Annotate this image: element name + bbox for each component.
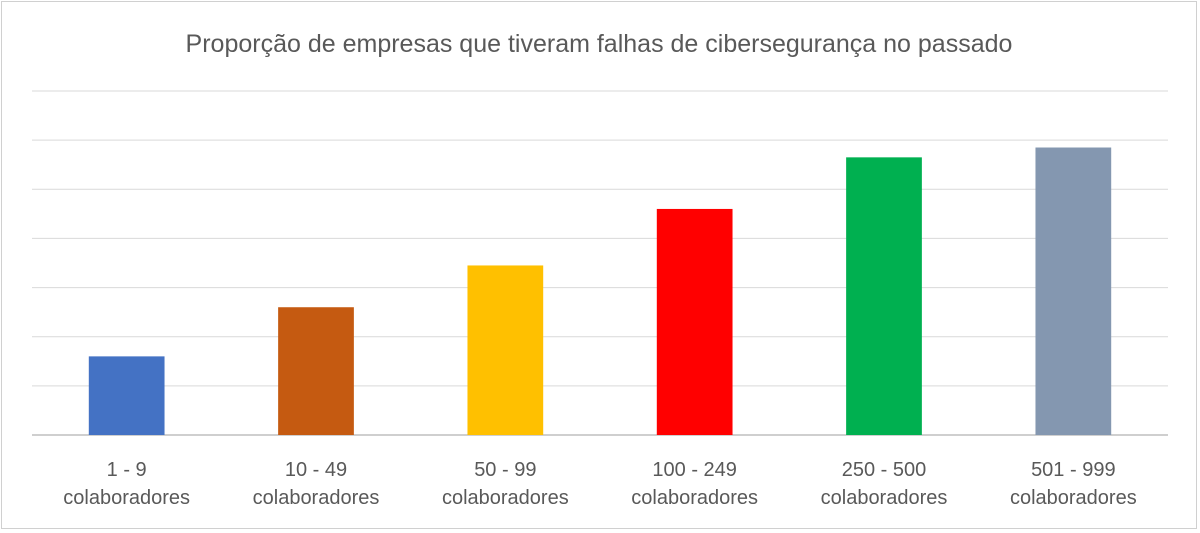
category-unit: colaboradores	[442, 487, 569, 509]
category-range: 100 - 249	[652, 459, 737, 481]
category-unit: colaboradores	[1010, 487, 1137, 509]
bar	[88, 356, 165, 435]
category-label: 250 - 500 colaboradores	[821, 459, 948, 509]
category-label: 501 - 999 colaboradores	[1010, 459, 1137, 509]
gridlines	[32, 90, 1168, 436]
category-range: 10 - 49	[285, 459, 347, 481]
category-unit: colaboradores	[63, 487, 190, 509]
category-label: 10 - 49 colaboradores	[253, 459, 380, 509]
category-unit: colaboradores	[631, 487, 758, 509]
category-label: 100 - 249 colaboradores	[631, 459, 758, 509]
bar	[1035, 147, 1112, 435]
category-range: 50 - 99	[474, 459, 536, 481]
bars	[88, 147, 1112, 436]
chart-title: Proporção de empresas que tiveram falhas…	[186, 30, 1013, 58]
category-label: 1 - 9 colaboradores	[63, 459, 190, 509]
category-unit: colaboradores	[253, 487, 380, 509]
bar	[846, 157, 922, 436]
bar	[656, 208, 733, 435]
category-range: 501 - 999	[1031, 459, 1116, 481]
category-range: 250 - 500	[842, 459, 927, 481]
bar	[467, 265, 544, 435]
bar	[278, 307, 354, 435]
category-unit: colaboradores	[821, 487, 948, 509]
category-label: 50 - 99 colaboradores	[442, 459, 569, 509]
category-range: 1 - 9	[107, 459, 147, 481]
